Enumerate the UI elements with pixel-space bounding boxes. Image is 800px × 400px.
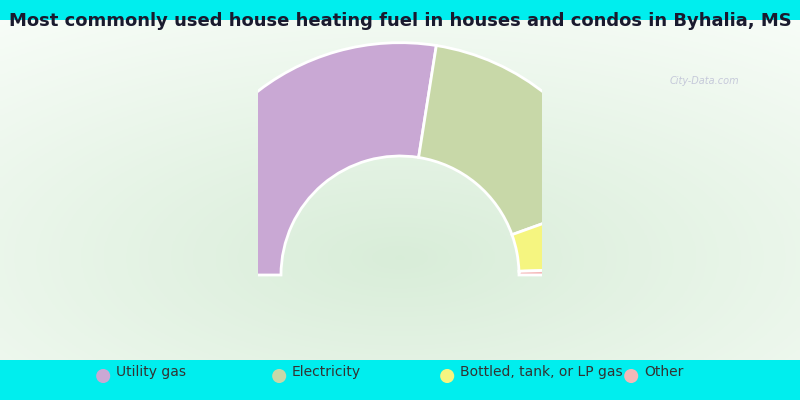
Text: Electricity: Electricity (292, 365, 361, 379)
Ellipse shape (624, 369, 638, 383)
Text: Bottled, tank, or LP gas: Bottled, tank, or LP gas (460, 365, 622, 379)
Wedge shape (418, 46, 618, 235)
Text: Other: Other (644, 365, 683, 379)
Text: Utility gas: Utility gas (116, 365, 186, 379)
Wedge shape (519, 268, 632, 275)
Ellipse shape (440, 369, 454, 383)
Ellipse shape (272, 369, 286, 383)
Wedge shape (512, 196, 632, 271)
Text: Most commonly used house heating fuel in houses and condos in Byhalia, MS: Most commonly used house heating fuel in… (9, 12, 791, 30)
Wedge shape (168, 43, 436, 275)
Ellipse shape (96, 369, 110, 383)
Text: City-Data.com: City-Data.com (669, 76, 739, 86)
